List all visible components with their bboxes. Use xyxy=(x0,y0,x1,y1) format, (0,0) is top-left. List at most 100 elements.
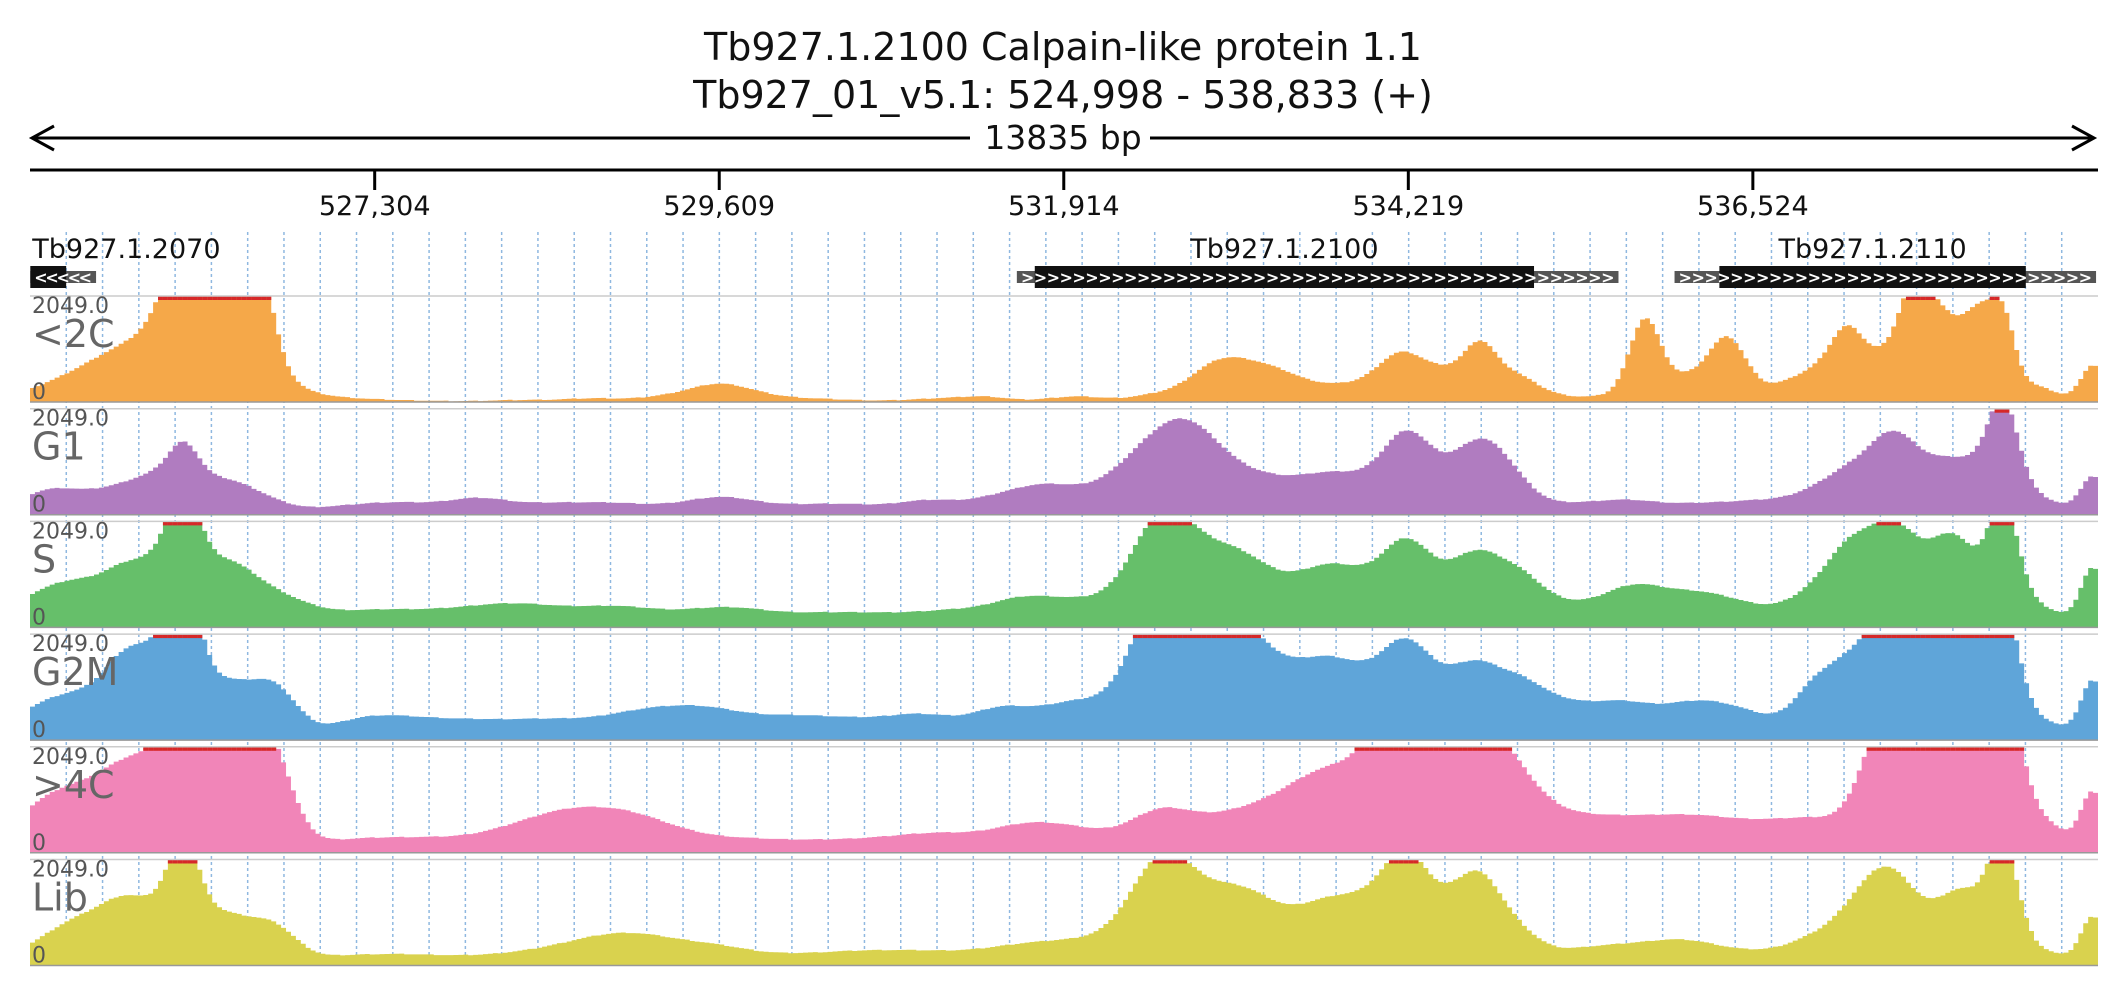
clipped-peak-marker xyxy=(1162,521,1168,526)
clipped-peak-marker xyxy=(1403,746,1409,751)
clipped-peak-marker xyxy=(1398,746,1404,751)
clipped-peak-marker xyxy=(1152,634,1158,639)
span-length-label: 13835 bp xyxy=(984,118,1141,157)
clipped-peak-marker xyxy=(222,296,227,300)
clipped-peak-marker xyxy=(1994,296,2000,300)
clipped-peak-marker xyxy=(1925,296,1931,300)
clipped-peak-marker xyxy=(1969,746,1975,751)
clipped-peak-marker xyxy=(177,746,183,751)
arrow-left-icon xyxy=(28,124,55,152)
clipped-peak-marker xyxy=(1177,521,1183,526)
clipped-peak-marker xyxy=(1132,634,1138,639)
tick-label-3: 534,219 xyxy=(1352,191,1464,222)
track-max-label: 2049.0 xyxy=(32,745,109,770)
clipped-peak-marker xyxy=(1940,746,1946,751)
clipped-peak-marker xyxy=(192,521,198,526)
clipped-peak-marker xyxy=(1940,634,1946,639)
clipped-peak-marker xyxy=(1147,634,1153,639)
clipped-peak-marker xyxy=(182,746,188,751)
clipped-peak-marker xyxy=(1999,634,2005,639)
clipped-peak-marker xyxy=(1960,746,1966,751)
clipped-peak-marker xyxy=(1994,408,2000,413)
clipped-peak-marker xyxy=(1955,634,1961,639)
clipped-peak-marker xyxy=(1157,521,1163,526)
clipped-peak-marker xyxy=(1408,859,1414,864)
clipped-peak-marker xyxy=(177,296,183,300)
clipped-peak-marker xyxy=(241,746,247,751)
tick-label-1: 529,609 xyxy=(663,191,775,222)
clipped-peak-marker xyxy=(167,634,173,639)
clipped-peak-marker xyxy=(1925,746,1931,751)
clipped-peak-marker xyxy=(1241,634,1247,639)
clipped-peak-marker xyxy=(2009,746,2015,751)
clipped-peak-marker xyxy=(1374,746,1380,751)
gene-annotation-track: <<<<< Tb927.1.2070 >>>>>>>>>>>>>>>>>>>>>>>… xyxy=(30,234,2097,288)
clipped-peak-marker xyxy=(1487,746,1493,751)
clipped-peak-marker xyxy=(256,746,262,751)
span-ruler: 13835 bp xyxy=(28,118,2098,157)
clipped-peak-marker xyxy=(187,746,193,751)
clipped-peak-marker xyxy=(1226,634,1232,639)
gene-label: Tb927.1.2100 xyxy=(1189,234,1378,265)
clipped-peak-marker xyxy=(1866,634,1872,639)
track-max-label: 2049.0 xyxy=(32,632,109,657)
clipped-peak-marker xyxy=(1910,296,1916,300)
clipped-peak-marker xyxy=(1896,746,1902,751)
clipped-peak-marker xyxy=(1172,859,1178,864)
clipped-peak-marker xyxy=(1359,746,1365,751)
clipped-peak-marker xyxy=(182,521,188,526)
clipped-peak-marker xyxy=(177,521,183,526)
clipped-peak-marker xyxy=(1393,859,1399,864)
clipped-peak-marker xyxy=(266,746,272,751)
clipped-peak-marker xyxy=(2019,746,2025,751)
clipped-peak-marker xyxy=(236,296,242,300)
clipped-peak-marker xyxy=(2004,521,2010,526)
clipped-peak-marker xyxy=(1950,634,1956,639)
clipped-peak-marker xyxy=(182,296,188,300)
clipped-peak-marker xyxy=(1871,746,1877,751)
clipped-peak-marker xyxy=(1216,634,1222,639)
clipped-peak-marker xyxy=(1369,746,1375,751)
clipped-peak-marker xyxy=(231,296,237,300)
clipped-peak-marker xyxy=(1945,634,1951,639)
clipped-peak-marker xyxy=(162,296,168,300)
clipped-peak-marker xyxy=(1945,746,1951,751)
clipped-peak-marker xyxy=(1147,521,1153,526)
clipped-peak-marker xyxy=(1452,746,1458,751)
clipped-peak-marker xyxy=(1989,634,1995,639)
strand-arrows-icon: >>>>>>>>>>>>>>>>>>>>>>>>>>>>>>>> xyxy=(1679,268,2093,287)
clipped-peak-marker xyxy=(187,859,193,864)
coverage-area xyxy=(30,408,2098,515)
clipped-peak-marker xyxy=(1177,634,1183,639)
clipped-peak-marker xyxy=(1901,634,1906,639)
clipped-peak-marker xyxy=(1423,746,1429,751)
clipped-peak-marker xyxy=(266,296,272,300)
clipped-peak-marker xyxy=(1187,634,1193,639)
clipped-peak-marker xyxy=(1157,859,1163,864)
clipped-peak-marker xyxy=(1364,746,1370,751)
coverage-area xyxy=(30,746,2098,853)
track-min-label: 0 xyxy=(32,605,46,630)
clipped-peak-marker xyxy=(1910,746,1916,751)
clipped-peak-marker xyxy=(251,746,257,751)
clipped-peak-marker xyxy=(1251,634,1257,639)
clipped-peak-marker xyxy=(192,296,198,300)
clipped-peak-marker xyxy=(1157,634,1163,639)
coverage-area xyxy=(30,296,2098,402)
clipped-peak-marker xyxy=(1920,746,1926,751)
coverage-area xyxy=(30,634,2098,741)
clipped-peak-marker xyxy=(197,296,203,300)
clipped-peak-marker xyxy=(2004,859,2010,864)
clipped-peak-marker xyxy=(1994,634,2000,639)
clipped-peak-marker xyxy=(1935,634,1941,639)
clipped-peak-marker xyxy=(1871,634,1877,639)
clipped-peak-marker xyxy=(182,859,188,864)
clipped-peak-marker xyxy=(231,746,237,751)
clipped-peak-marker xyxy=(1905,634,1911,639)
clipped-peak-marker xyxy=(187,521,193,526)
coverage-track-0: 2049.0<2C 0 xyxy=(30,294,2098,405)
clipped-peak-marker xyxy=(1989,296,1995,300)
clipped-peak-marker xyxy=(2004,634,2010,639)
